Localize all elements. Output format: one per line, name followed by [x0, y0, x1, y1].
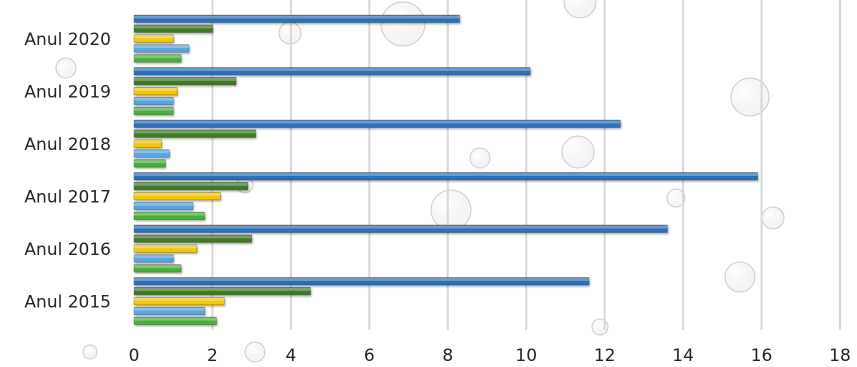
bar-highlight	[134, 78, 236, 81]
x-tick-label: 0	[129, 346, 140, 366]
bar-highlight	[134, 98, 173, 101]
bar-highlight	[134, 16, 460, 19]
bar-highlight	[134, 183, 248, 186]
decorative-bubble	[725, 262, 755, 292]
decorative-bubble	[731, 78, 769, 116]
bar-highlight	[134, 203, 193, 206]
bar-highlight	[134, 160, 165, 163]
x-tick-label: 2	[207, 346, 218, 366]
x-tick-label: 12	[594, 346, 616, 366]
x-tick-label: 16	[751, 346, 773, 366]
value-axis-labels: 0 2 4 6 8 10 12 14 16 18	[129, 346, 851, 366]
decorative-bubble	[83, 345, 97, 359]
bar-highlight	[134, 265, 181, 268]
bar-highlight	[134, 318, 216, 321]
bar-highlight	[134, 255, 173, 258]
decorative-bubble	[470, 148, 490, 168]
x-tick-label: 10	[515, 346, 537, 366]
bar-highlight	[134, 288, 311, 291]
bar-highlight	[134, 213, 205, 216]
bar-highlight	[134, 298, 224, 301]
bar-highlight	[134, 278, 589, 281]
bar-highlight	[134, 68, 530, 71]
x-tick-label: 6	[364, 346, 375, 366]
category-label: Anul 2016	[24, 240, 111, 260]
decorative-bubble	[762, 207, 784, 229]
bar-highlight	[134, 108, 173, 111]
decorative-bubble	[245, 342, 265, 362]
bar-highlight	[134, 121, 620, 124]
decorative-bubble	[56, 58, 76, 78]
category-label: Anul 2018	[24, 135, 111, 155]
x-tick-label: 18	[829, 346, 851, 366]
category-label: Anul 2015	[24, 293, 111, 313]
bar-highlight	[134, 308, 205, 311]
bar-highlight	[134, 236, 252, 239]
bar-highlight	[134, 193, 220, 196]
x-tick-label: 4	[285, 346, 296, 366]
bar-highlight	[134, 226, 667, 229]
bar-highlight	[134, 245, 197, 248]
category-label: Anul 2020	[24, 30, 111, 50]
x-tick-label: 8	[442, 346, 453, 366]
bar-highlight	[134, 88, 177, 91]
decorative-bubble	[562, 136, 594, 168]
x-tick-label: 14	[672, 346, 694, 366]
bar-highlight	[134, 131, 256, 134]
bar-highlight	[134, 173, 758, 176]
bar-highlight	[134, 26, 212, 29]
category-label: Anul 2019	[24, 83, 111, 103]
bar-highlight	[134, 150, 169, 153]
category-label: Anul 2017	[24, 188, 111, 208]
decorative-bubble	[381, 2, 425, 46]
bar-highlight	[134, 45, 189, 48]
bars	[134, 15, 758, 325]
bar-highlight	[134, 140, 161, 143]
bar-highlight	[134, 35, 173, 38]
decorative-bubble	[431, 190, 471, 230]
decorative-bubble	[564, 0, 596, 18]
bar-highlight	[134, 55, 181, 58]
